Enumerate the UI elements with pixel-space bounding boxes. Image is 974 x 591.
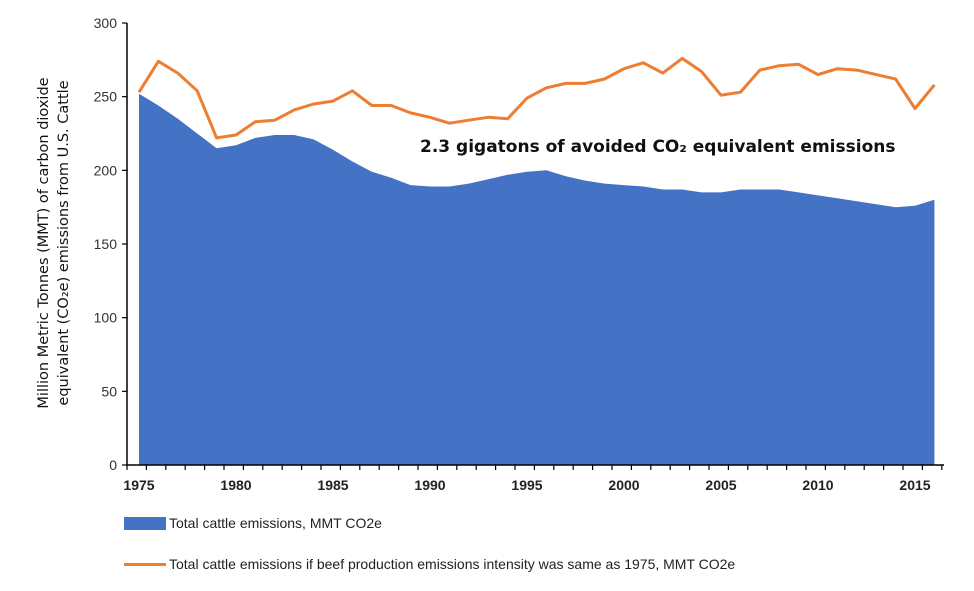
x-tick-label-1975: 1975: [123, 477, 154, 493]
x-tick-label-2015: 2015: [899, 477, 930, 493]
x-tick-label-1990: 1990: [414, 477, 445, 493]
y-axis-title-line1: Million Metric Tonnes (MMT) of carbon di…: [36, 77, 52, 408]
legend-swatch-orange-line: [124, 562, 166, 566]
x-tick-label-2000: 2000: [608, 477, 639, 493]
y-tick-label-100: 100: [94, 310, 118, 326]
x-tick-label-1995: 1995: [511, 477, 542, 493]
legend-label-total-emissions: Total cattle emissions, MMT CO2e: [169, 515, 382, 531]
area-series-total-emissions: [139, 93, 935, 465]
x-tick-label-1980: 1980: [220, 477, 251, 493]
y-tick-label-300: 300: [94, 15, 118, 31]
annotation-text: 2.3 gigatons of avoided CO₂ equivalent e…: [420, 137, 895, 157]
x-tick-label-2005: 2005: [705, 477, 736, 493]
y-tick-label-50: 50: [101, 383, 117, 399]
y-axis-title: Million Metric Tonnes (MMT) of carbon di…: [36, 77, 72, 408]
y-tick-label-0: 0: [109, 457, 117, 473]
plot-area: [137, 56, 936, 465]
legend-item-total-emissions: Total cattle emissions, MMT CO2e: [124, 515, 382, 531]
x-tick-label-1985: 1985: [317, 477, 348, 493]
axes: 0 50 100 150 200 250 300 1975 1980 1985 1990 1995 20…: [94, 15, 944, 493]
y-axis-title-line2: equivalent (CO₂e) emissions from U.S. Ca…: [56, 80, 72, 405]
legend-swatch-blue-area: [124, 516, 166, 530]
legend-label-counterfactual-emissions: Total cattle emissions if beef productio…: [169, 556, 736, 572]
y-tick-label-150: 150: [94, 236, 118, 252]
line-series-counterfactual-emissions: [137, 56, 936, 140]
x-tick-label-2010: 2010: [802, 477, 833, 493]
legend-item-counterfactual-emissions: Total cattle emissions if beef productio…: [124, 556, 735, 572]
y-tick-label-200: 200: [94, 162, 118, 178]
y-tick-label-250: 250: [94, 89, 118, 105]
